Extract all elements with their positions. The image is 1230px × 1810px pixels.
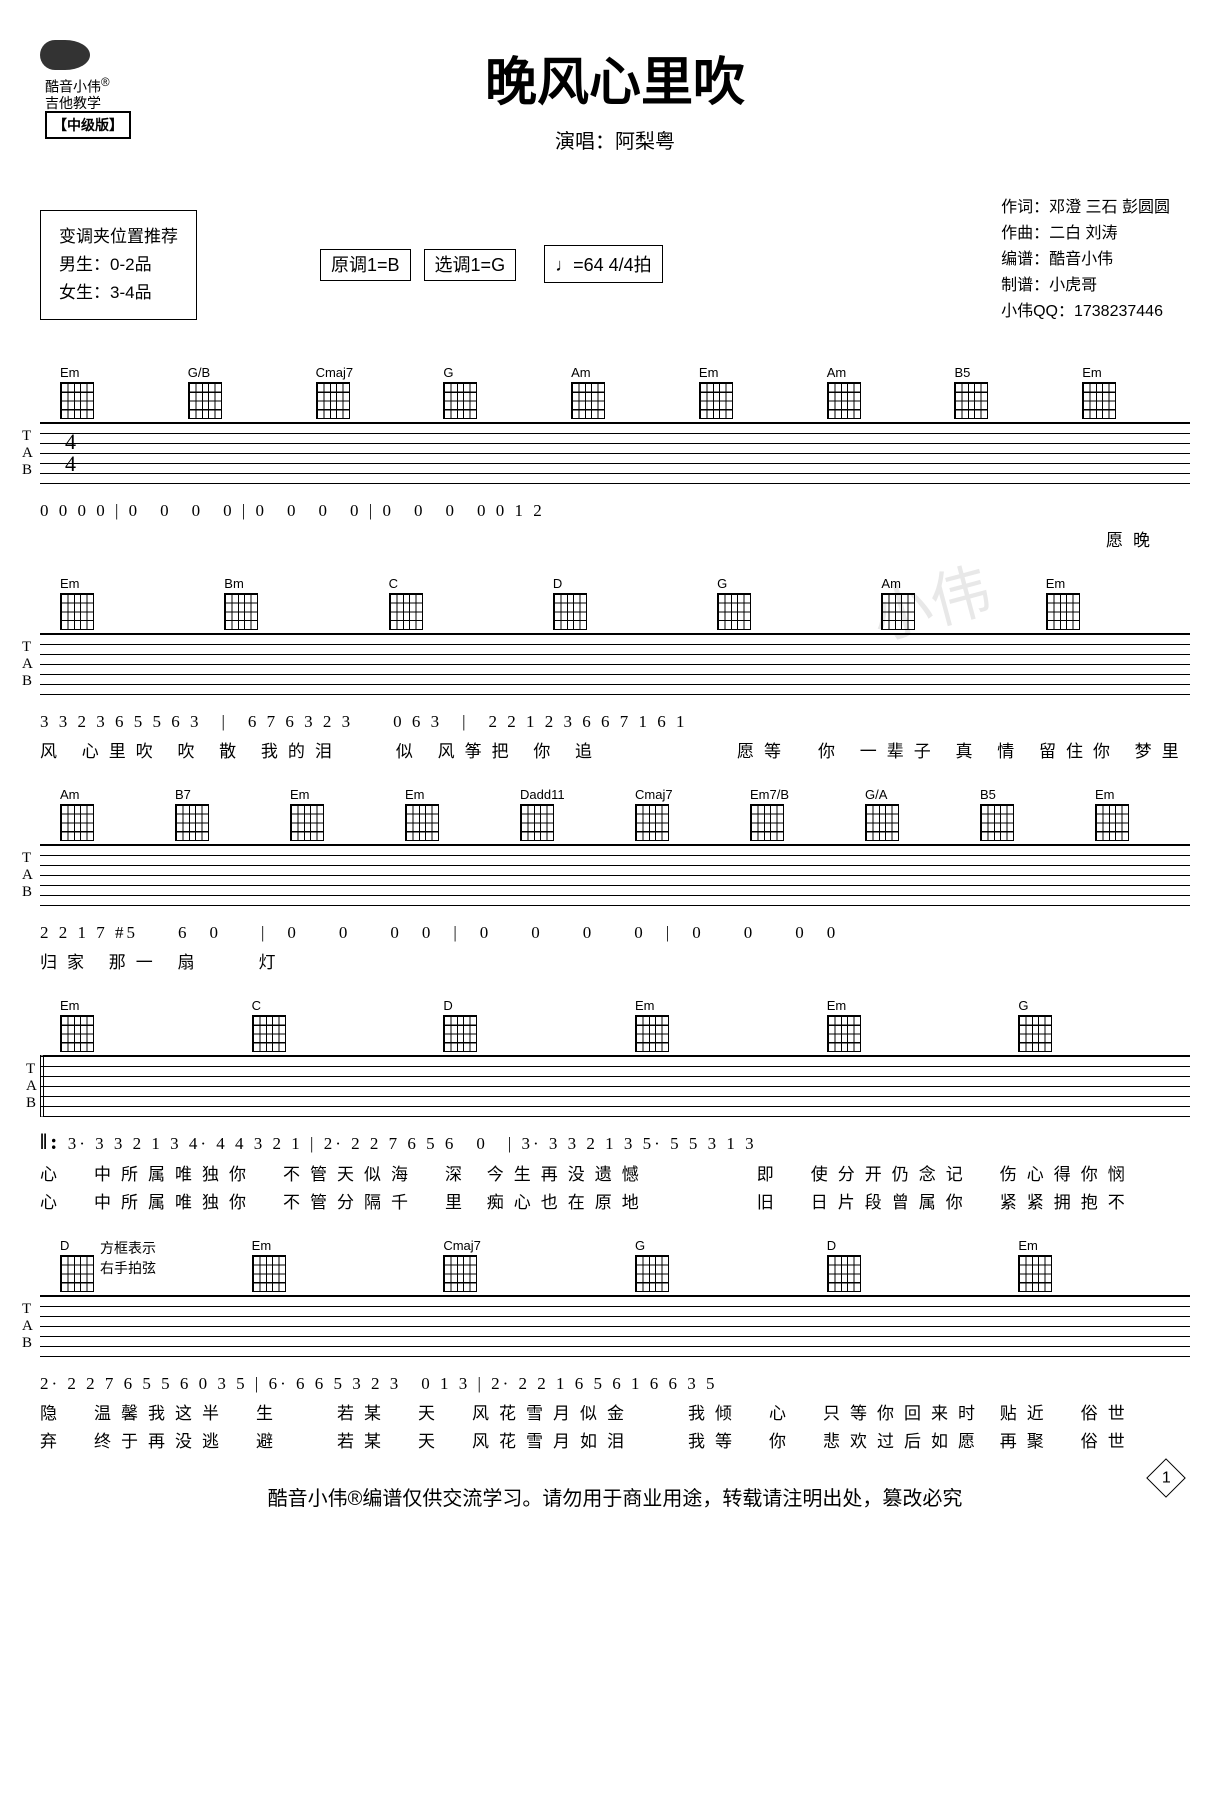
- tab-staff: [40, 1295, 1190, 1357]
- tab-staff: [40, 1055, 1190, 1117]
- number-notation: 0 0 0 0 | 0 0 0 0 | 0 0 0 0 | 0 0 0 0 0 …: [40, 496, 1190, 521]
- chord: G: [998, 998, 1190, 1053]
- chord: Em: [1062, 365, 1190, 420]
- system-4: Em C D Em Em G ‖: 3· 3 3 2 1 3 4· 4 4 3 …: [40, 998, 1190, 1213]
- number-notation: 2· 2 2 7 6 5 5 6 0 3 5 | 6· 6 6 5 3 2 3 …: [40, 1369, 1190, 1394]
- chord: Am: [807, 365, 935, 420]
- chord: Am: [551, 365, 679, 420]
- system-2: 小伟 Em Bm C D G Am Em 3 3 2 3 6 5 5 6 3 |…: [40, 576, 1190, 762]
- chord: Cmaj7: [615, 787, 730, 842]
- arranger: 编谱：酷音小伟: [1001, 247, 1170, 273]
- lyrics-2: 弃 终于再没逃 避 若某 天 风花雪月如泪 我等 你 悲欢过后如愿 再聚 俗世: [40, 1427, 1190, 1452]
- chord: Em: [1075, 787, 1190, 842]
- chord: D: [533, 576, 697, 631]
- chord: G: [697, 576, 861, 631]
- chord-row: Em G/B Cmaj7 G Am Em Am B5 Em: [40, 365, 1190, 420]
- lyrics-1: 隐 温馨我这半 生 若某 天 风花雪月似金 我倾 心 只等你回来时 贴近 俗世: [40, 1399, 1190, 1424]
- chord: B5: [960, 787, 1075, 842]
- chord: Am: [861, 576, 1025, 631]
- singer: 演唱：阿梨粤: [40, 125, 1190, 154]
- chord: G: [423, 365, 551, 420]
- chord: Em: [807, 998, 999, 1053]
- time-sig: 44: [65, 431, 76, 475]
- notation: 制谱：小虎哥: [1001, 273, 1170, 299]
- lyrics: 归家 那一 扇 灯: [40, 948, 1190, 973]
- tab-staff: 44: [40, 422, 1190, 484]
- chord-row: Em C D Em Em G: [40, 998, 1190, 1053]
- chord: Em: [615, 998, 807, 1053]
- chord: G: [615, 1238, 807, 1293]
- tempo: ♩=64 4/4拍: [544, 245, 663, 283]
- chord-row: Em Bm C D G Am Em: [40, 576, 1190, 631]
- lyricist: 作词：邓澄 三石 彭圆圆: [1001, 195, 1170, 221]
- chord: Em: [40, 576, 204, 631]
- system-3: Am B7 Em Em Dadd11 Cmaj7 Em7/B G/A B5 Em…: [40, 787, 1190, 973]
- system-5: D Em Cmaj7 方框表示 右手拍弦 G D Em 2· 2 2 7 6 5…: [40, 1238, 1190, 1452]
- chord: Am: [40, 787, 155, 842]
- chord: Em: [385, 787, 500, 842]
- tab-staff: [40, 844, 1190, 906]
- level-tag: 【中级版】: [45, 111, 131, 139]
- lyrics-2: 心 中所属唯独你 不管分隔千 里 痴心也在原地 旧 日片段曾属你 紧紧拥抱不: [40, 1188, 1190, 1213]
- guitar-icon: [40, 40, 90, 70]
- chord-row: D Em Cmaj7 方框表示 右手拍弦 G D Em: [40, 1238, 1190, 1293]
- chord: G/B: [168, 365, 296, 420]
- lyrics: 风 心里吹 吹 散 我的泪 似 风筝把 你 追 愿等 你 一辈子 真 情 留住你…: [40, 737, 1190, 762]
- lyrics-1: 心 中所属唯独你 不管天似海 深 今生再没遗憾 即 使分开仍念记 伤心得你悯: [40, 1160, 1190, 1185]
- chord-row: Am B7 Em Em Dadd11 Cmaj7 Em7/B G/A B5 Em: [40, 787, 1190, 842]
- qq: 小伟QQ：1738237446: [1001, 299, 1170, 325]
- chord: Em: [232, 1238, 424, 1293]
- chord: B5: [934, 365, 1062, 420]
- chord: Em: [1026, 576, 1190, 631]
- chord: Bm: [204, 576, 368, 631]
- repeat-start: ‖:: [40, 1129, 60, 1154]
- chord: D: [423, 998, 615, 1053]
- chord: Em: [270, 787, 385, 842]
- chord: Em: [679, 365, 807, 420]
- chord: C: [232, 998, 424, 1053]
- chord: Em: [998, 1238, 1190, 1293]
- capo-title: 变调夹位置推荐: [59, 223, 178, 251]
- capo-female: 女生：3-4品: [59, 279, 178, 307]
- composer: 作曲：二白 刘涛: [1001, 221, 1170, 247]
- sel-key: 选调1=G: [424, 249, 517, 281]
- chord: Em7/B: [730, 787, 845, 842]
- number-notation: ‖: 3· 3 3 2 1 3 4· 4 4 3 2 1 | 2· 2 2 7 …: [40, 1129, 1190, 1155]
- tab-staff: [40, 633, 1190, 695]
- chord: Em: [40, 365, 168, 420]
- footer: 酷音小伟®编谱仅供交流学习。请勿用于商业用途，转载请注明出处，篡改必究: [40, 1482, 1190, 1511]
- header: 酷音小伟® 吉他教学 【中级版】 晚风心里吹 演唱：阿梨粤: [40, 40, 1190, 190]
- credits: 作词：邓澄 三石 彭圆圆 作曲：二白 刘涛 编谱：酷音小伟 制谱：小虎哥 小伟Q…: [1001, 195, 1170, 325]
- technique-note: 方框表示 右手拍弦: [100, 1238, 156, 1278]
- chord: C: [369, 576, 533, 631]
- orig-key: 原调1=B: [320, 249, 411, 281]
- capo-male: 男生：0-2品: [59, 251, 178, 279]
- tuning-info: 原调1=B 选调1=G ♩=64 4/4拍: [320, 245, 671, 283]
- chord: G/A: [845, 787, 960, 842]
- logo-text: 酷音小伟® 吉他教学: [45, 75, 110, 111]
- chord: Dadd11: [500, 787, 615, 842]
- capo-box: 变调夹位置推荐 男生：0-2品 女生：3-4品: [40, 210, 197, 320]
- number-notation: 3 3 2 3 6 5 5 6 3 | 6 7 6 3 2 3 0 6 3 | …: [40, 707, 1190, 732]
- number-notation: 2 2 1 7 #5 6 0 | 0 0 0 0 | 0 0 0 0 | 0 0…: [40, 918, 1190, 943]
- chord: Cmaj7: [296, 365, 424, 420]
- system-1: Em G/B Cmaj7 G Am Em Am B5 Em 44 0 0 0 0…: [40, 365, 1190, 551]
- meta-section: 变调夹位置推荐 男生：0-2品 女生：3-4品 原调1=B 选调1=G ♩=64…: [40, 210, 1190, 340]
- chord: D: [807, 1238, 999, 1293]
- chord: Em: [40, 998, 232, 1053]
- chord: B7: [155, 787, 270, 842]
- song-title: 晚风心里吹: [40, 40, 1190, 115]
- logo: 酷音小伟® 吉他教学 【中级版】: [40, 40, 160, 139]
- chord: Cmaj7 方框表示 右手拍弦: [423, 1238, 615, 1293]
- lyrics: 愿晚: [40, 526, 1190, 551]
